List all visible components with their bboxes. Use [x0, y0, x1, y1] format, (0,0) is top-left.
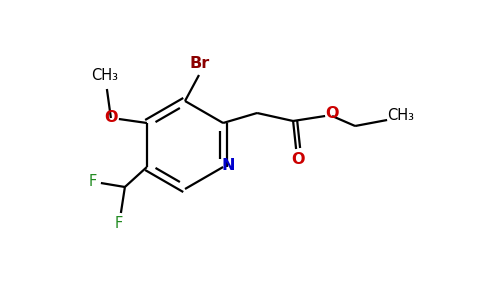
Text: O: O [291, 152, 305, 166]
Text: O: O [104, 110, 118, 125]
Text: CH₃: CH₃ [91, 68, 119, 82]
Text: F: F [115, 215, 123, 230]
Text: N: N [221, 158, 235, 173]
Text: O: O [325, 106, 339, 122]
Text: CH₃: CH₃ [388, 109, 415, 124]
Text: F: F [89, 173, 97, 188]
Text: Br: Br [190, 56, 210, 70]
